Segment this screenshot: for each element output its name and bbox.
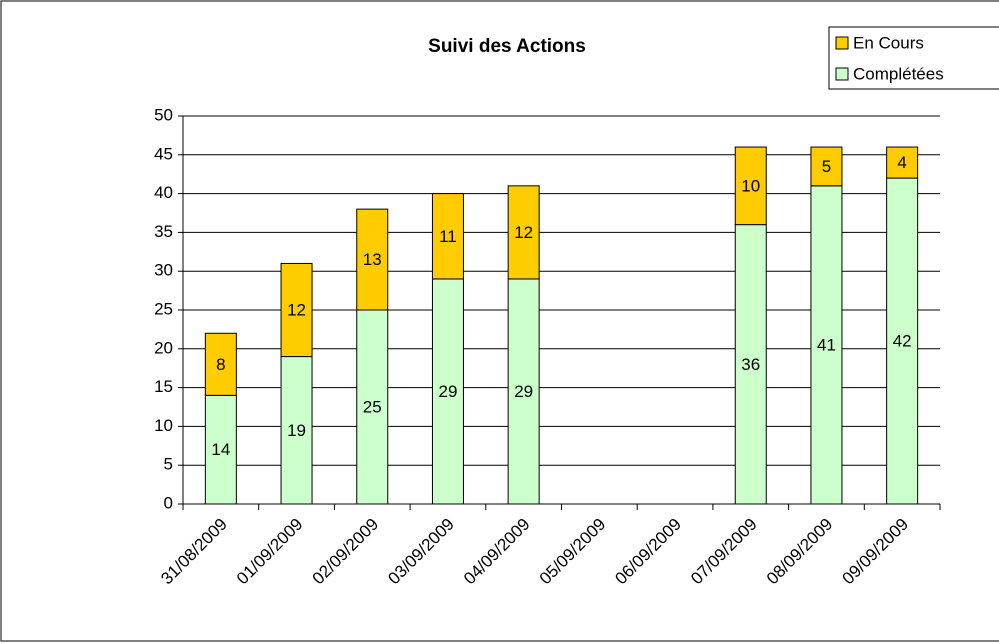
value-label: 36 — [741, 355, 760, 374]
bar-segment — [507, 185, 540, 280]
bar-segment — [734, 146, 767, 226]
y-tick-label: 0 — [164, 493, 173, 512]
value-label: 12 — [514, 223, 533, 242]
chart-title: Suivi des Actions — [428, 36, 586, 57]
bar-segment — [356, 309, 389, 505]
bar-segment — [886, 177, 919, 505]
bar-segment — [431, 193, 464, 280]
legend-label: Complétées — [853, 64, 944, 83]
y-tick-label: 45 — [154, 144, 173, 163]
value-label: 42 — [893, 332, 912, 351]
y-tick-label: 30 — [154, 261, 173, 280]
y-tick-label: 25 — [154, 299, 173, 318]
value-label: 10 — [741, 176, 760, 195]
bar-segment — [204, 332, 237, 396]
bar-segment — [280, 262, 313, 358]
y-tick-label: 35 — [154, 222, 173, 241]
y-tick-label: 50 — [154, 105, 173, 124]
bar-segment — [431, 278, 464, 505]
bar-segment — [810, 185, 843, 505]
legend-swatch — [835, 36, 849, 50]
y-tick-label: 10 — [154, 416, 173, 435]
value-label: 25 — [363, 397, 382, 416]
value-label: 13 — [363, 250, 382, 269]
value-label: 29 — [438, 382, 457, 401]
bar-segment — [734, 224, 767, 505]
legend-swatch — [835, 67, 849, 81]
y-tick-label: 40 — [154, 183, 173, 202]
y-tick-label: 15 — [154, 377, 173, 396]
value-label: 4 — [897, 153, 906, 172]
y-tick-label: 20 — [154, 338, 173, 357]
legend-label: En Cours — [853, 33, 924, 52]
value-label: 14 — [211, 440, 230, 459]
value-label: 5 — [822, 157, 831, 176]
y-tick-label: 5 — [164, 455, 173, 474]
bar-segment — [886, 146, 919, 179]
value-label: 12 — [287, 300, 306, 319]
legend-box — [828, 26, 999, 90]
bar-segment — [356, 208, 389, 311]
value-label: 8 — [216, 355, 225, 374]
value-label: 11 — [439, 227, 457, 246]
value-label: 29 — [514, 382, 533, 401]
bar-segment — [810, 146, 843, 187]
value-label: 19 — [287, 421, 306, 440]
value-label: 41 — [817, 335, 836, 354]
bar-segment — [507, 278, 540, 505]
